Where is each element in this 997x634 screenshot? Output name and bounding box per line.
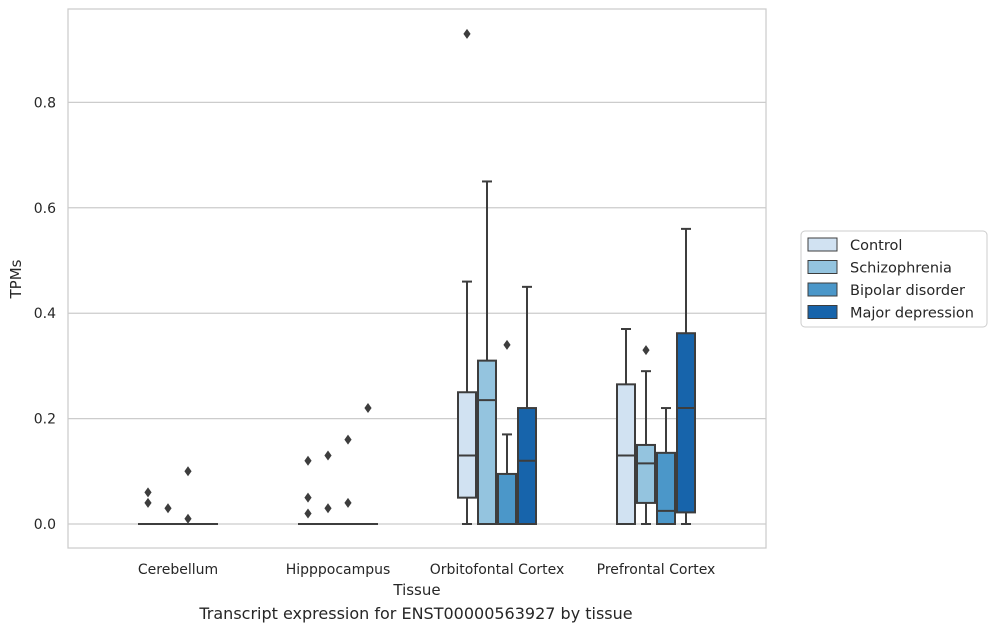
outlier-point	[184, 466, 192, 477]
chart-caption: Transcript expression for ENST0000056392…	[199, 604, 633, 623]
outlier-point	[503, 339, 511, 350]
y-tick-label: 0.8	[34, 95, 56, 111]
x-tick-label: Orbitofontal Cortex	[430, 562, 565, 578]
box	[477, 359, 497, 525]
legend-swatch	[807, 237, 838, 252]
outlier-point	[304, 492, 312, 503]
box-control	[457, 28, 477, 525]
legend-label: Control	[850, 238, 902, 254]
outlier-point	[304, 455, 312, 466]
box-schizophrenia	[318, 450, 338, 526]
box-major-depression	[517, 285, 537, 525]
outlier-point	[184, 513, 192, 524]
outlier-point	[324, 503, 332, 514]
box-bipolar-disorder	[497, 339, 517, 525]
outlier-point	[304, 508, 312, 519]
box	[616, 383, 636, 525]
outlier-point	[144, 487, 152, 498]
box-plots	[138, 28, 696, 526]
legend: Control Schizophrenia Bipolar disorder Majo…	[800, 230, 988, 328]
x-tick-label: Hipppocampus	[286, 562, 391, 578]
y-tick-label: 0.4	[34, 306, 56, 322]
box-control	[616, 328, 636, 525]
outlier-point	[324, 450, 332, 461]
legend-label: Bipolar disorder	[850, 283, 965, 299]
box	[656, 451, 676, 526]
y-tick-labels: 0.0 0.2 0.4 0.6 0.8	[34, 95, 56, 533]
box-control	[298, 455, 318, 526]
box-bipolar-disorder	[656, 407, 676, 526]
plot-frame	[67, 8, 767, 549]
legend-label: Schizophrenia	[850, 261, 952, 277]
box-control	[138, 487, 158, 526]
legend-frame	[800, 230, 988, 328]
box-bipolar-disorder	[338, 434, 358, 526]
outlier-point	[344, 497, 352, 508]
box	[676, 332, 696, 514]
box-major-depression	[676, 227, 696, 525]
outlier-point	[463, 28, 471, 39]
y-tick-label: 0.0	[34, 517, 56, 533]
x-tick-label: Prefrontal Cortex	[597, 562, 716, 578]
outlier-point	[642, 345, 650, 356]
box	[497, 472, 517, 525]
y-axis-label: TPMs	[7, 259, 25, 299]
y-tick-label: 0.2	[34, 412, 56, 428]
outlier-point	[364, 403, 372, 414]
x-tick-labels: Cerebellum Hipppocampus Orbitofontal Corte…	[138, 562, 715, 578]
box-major-depression	[358, 403, 378, 526]
box	[636, 443, 656, 504]
outlier-point	[164, 503, 172, 514]
x-tick-label: Cerebellum	[138, 562, 218, 578]
box-bipolar-disorder	[178, 466, 198, 526]
legend-swatch	[807, 282, 838, 297]
legend-label: Major depression	[850, 306, 974, 322]
box-schizophrenia	[636, 345, 656, 525]
legend-swatch	[807, 305, 838, 319]
box-schizophrenia	[158, 503, 178, 526]
y-tick-label: 0.6	[34, 201, 56, 217]
outlier-point	[144, 497, 152, 508]
box	[457, 391, 477, 499]
box-schizophrenia	[477, 180, 497, 525]
x-axis-label: Tissue	[392, 581, 440, 599]
outlier-point	[344, 434, 352, 445]
legend-swatch	[807, 260, 838, 274]
box	[517, 407, 537, 525]
